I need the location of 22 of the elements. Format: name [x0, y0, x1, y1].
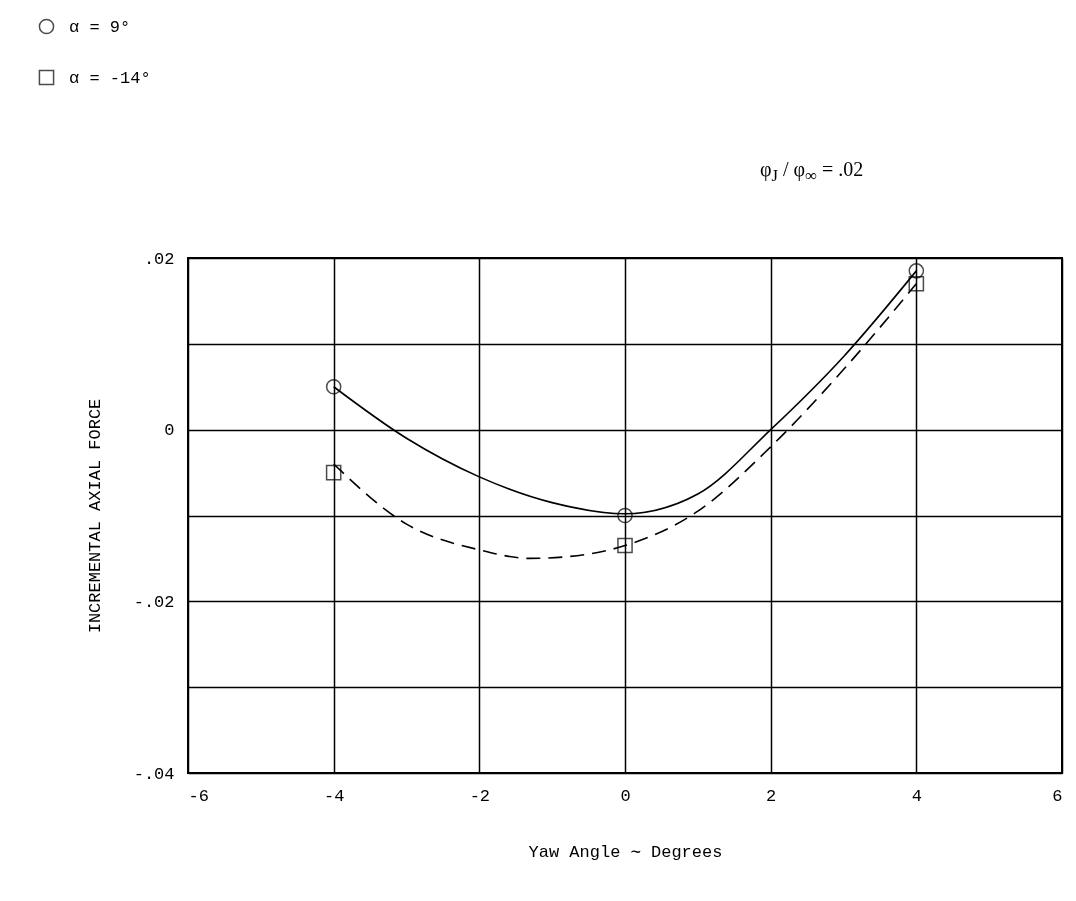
- point: [908, 275, 925, 292]
- y-tick-label: 0: [164, 421, 175, 441]
- x-axis-title: Yaw Angle ∼ Degrees: [528, 842, 723, 862]
- point: [908, 263, 925, 279]
- point: [617, 537, 633, 554]
- point: [325, 464, 342, 481]
- x-tick-label: 0: [620, 786, 631, 806]
- x-tick-label: -2: [469, 786, 491, 806]
- y-axis-title: INCREMENTAL AXIAL FORCE: [85, 398, 105, 634]
- y-tick-label: -.02: [133, 592, 175, 612]
- y-tick-label: -.04: [133, 764, 175, 784]
- x-tick-label: -6: [188, 786, 209, 806]
- x-tick-label: -4: [323, 786, 345, 806]
- x-tick-label: 4: [911, 786, 922, 806]
- point: [617, 507, 633, 524]
- text: φ$_{J}$ / φ$_{∞}$ = .02: [760, 158, 864, 186]
- legend-label: α = -14°: [69, 68, 151, 88]
- x-tick-label: 6: [1052, 786, 1063, 806]
- y-tick-label: .02: [143, 249, 175, 269]
- point: [325, 378, 342, 395]
- legend-label: α = 9°: [69, 17, 131, 37]
- x-tick-label: 2: [766, 786, 777, 806]
